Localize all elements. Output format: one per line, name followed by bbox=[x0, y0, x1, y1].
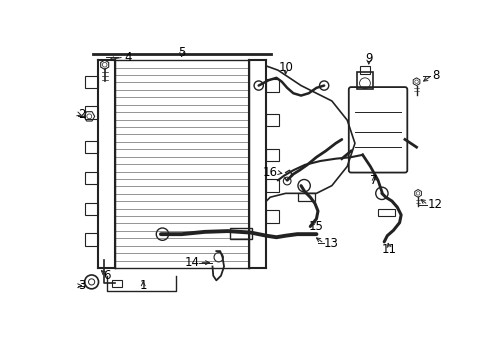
Text: 15: 15 bbox=[308, 220, 323, 233]
Bar bbox=[85, 172, 98, 184]
Text: 16: 16 bbox=[263, 166, 277, 179]
Bar bbox=[359, 66, 369, 74]
Bar bbox=[85, 106, 98, 119]
Bar bbox=[111, 280, 122, 287]
Text: 11: 11 bbox=[381, 243, 396, 256]
Bar bbox=[266, 149, 278, 161]
Bar bbox=[266, 80, 278, 92]
Text: 13: 13 bbox=[324, 237, 338, 250]
Bar bbox=[85, 233, 98, 246]
Text: 8: 8 bbox=[431, 69, 438, 82]
Text: 2: 2 bbox=[78, 108, 85, 121]
Text: 1: 1 bbox=[139, 279, 147, 292]
Text: 3: 3 bbox=[78, 279, 85, 292]
Text: 12: 12 bbox=[427, 198, 442, 211]
Bar bbox=[266, 210, 278, 222]
Bar bbox=[85, 203, 98, 215]
Text: 6: 6 bbox=[103, 269, 110, 282]
Bar bbox=[85, 76, 98, 88]
Bar bbox=[357, 72, 372, 89]
Bar bbox=[266, 114, 278, 126]
Bar bbox=[297, 193, 314, 201]
Bar bbox=[377, 209, 394, 216]
Text: 14: 14 bbox=[184, 256, 199, 269]
Text: 9: 9 bbox=[365, 52, 372, 65]
Text: 7: 7 bbox=[370, 174, 377, 187]
Text: 5: 5 bbox=[178, 46, 185, 59]
Bar bbox=[266, 180, 278, 192]
Text: 4: 4 bbox=[123, 50, 131, 64]
Bar bbox=[230, 228, 251, 239]
Bar bbox=[85, 141, 98, 153]
Text: 10: 10 bbox=[278, 61, 292, 74]
